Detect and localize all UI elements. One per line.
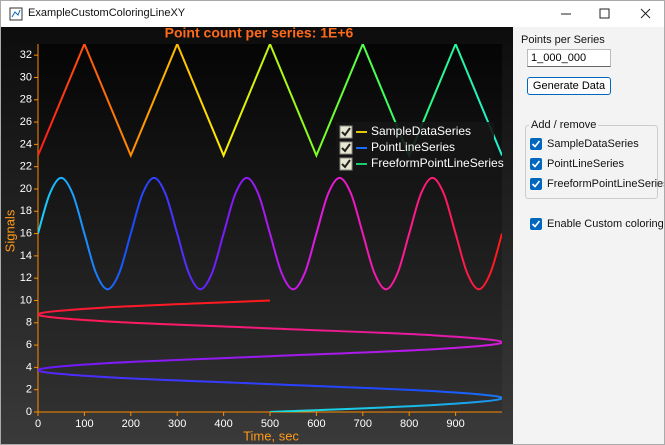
y-tick-label: 16 [20,227,32,239]
checkbox[interactable]: PointLineSeries [530,158,624,170]
legend-label: FreeformPointLineSeries [371,156,504,170]
series-line [38,299,502,412]
y-tick-label: 28 [20,94,32,106]
series-line [38,44,502,159]
chart-title: Point count per series: 1E+6 [165,27,354,41]
x-axis-title: Time, sec [243,428,299,443]
x-tick-label: 600 [307,418,325,430]
check-mark [531,140,541,148]
x-tick-label: 100 [75,418,93,430]
points-value: 1_000_000 [531,52,587,64]
y-tick-label: 32 [20,49,32,61]
checkbox-label: PointLineSeries [547,158,625,170]
app-icon [9,7,23,21]
generate-label: Generate Data [532,80,606,92]
legend-check [341,127,351,137]
x-tick-label: 300 [168,418,186,430]
y-tick-label: 8 [26,317,32,329]
check-mark [531,220,541,228]
legend-label: PointLineSeries [371,140,455,154]
x-tick-label: 900 [446,418,464,430]
y-axis-title: Signals [2,209,17,252]
y-tick-label: 22 [20,161,32,173]
legend-check [341,143,351,153]
checkbox-label: FreeformPointLineSeries [547,178,665,190]
checkbox-box[interactable] [530,138,542,150]
y-tick-label: 10 [20,294,32,306]
checkbox-label: SampleDataSeries [547,138,639,150]
group-title: Add / remove [529,119,599,131]
title-bar: ExampleCustomColoringLineXY [1,1,664,27]
y-tick-label: 0 [26,406,32,418]
window-controls[interactable] [544,1,664,27]
window-title: ExampleCustomColoringLineXY [28,7,186,19]
y-tick-label: 12 [20,272,32,284]
checkbox-box[interactable] [530,178,542,190]
x-tick-label: 200 [122,418,140,430]
y-tick-label: 6 [26,339,32,351]
legend-label: SampleDataSeries [371,124,471,138]
y-tick-label: 4 [26,361,32,373]
checkbox-box[interactable] [530,158,542,170]
points-input[interactable]: 1_000_000 [527,49,611,67]
checkbox-label: Enable Custom coloring [547,218,664,230]
maximize[interactable] [599,8,610,19]
checkbox-box[interactable] [530,218,542,230]
y-tick-label: 20 [20,183,32,195]
y-tick-label: 14 [20,250,32,262]
y-tick-label: 24 [20,138,32,150]
generate-button[interactable]: Generate Data [527,77,611,95]
x-tick-label: 800 [400,418,418,430]
close[interactable] [640,8,651,19]
points-label: Points per Series [521,34,605,46]
checkbox[interactable]: SampleDataSeries [530,138,639,150]
checkbox[interactable]: Enable Custom coloring [530,218,664,230]
y-tick-label: 30 [20,71,32,83]
x-tick-label: 500 [261,418,279,430]
checkbox[interactable]: FreeformPointLineSeries [530,178,665,190]
y-tick-label: 26 [20,116,32,128]
x-tick-label: 400 [214,418,232,430]
series-line [38,176,502,291]
check-mark [531,160,541,168]
chart: Point count per series: 1E+6 Time, sec S… [1,27,513,444]
check-mark [531,180,541,188]
legend-check [341,159,351,169]
y-tick-label: 18 [20,205,32,217]
x-tick-label: 700 [354,418,372,430]
y-tick-label: 2 [26,384,32,396]
x-tick-label: 0 [35,418,41,430]
